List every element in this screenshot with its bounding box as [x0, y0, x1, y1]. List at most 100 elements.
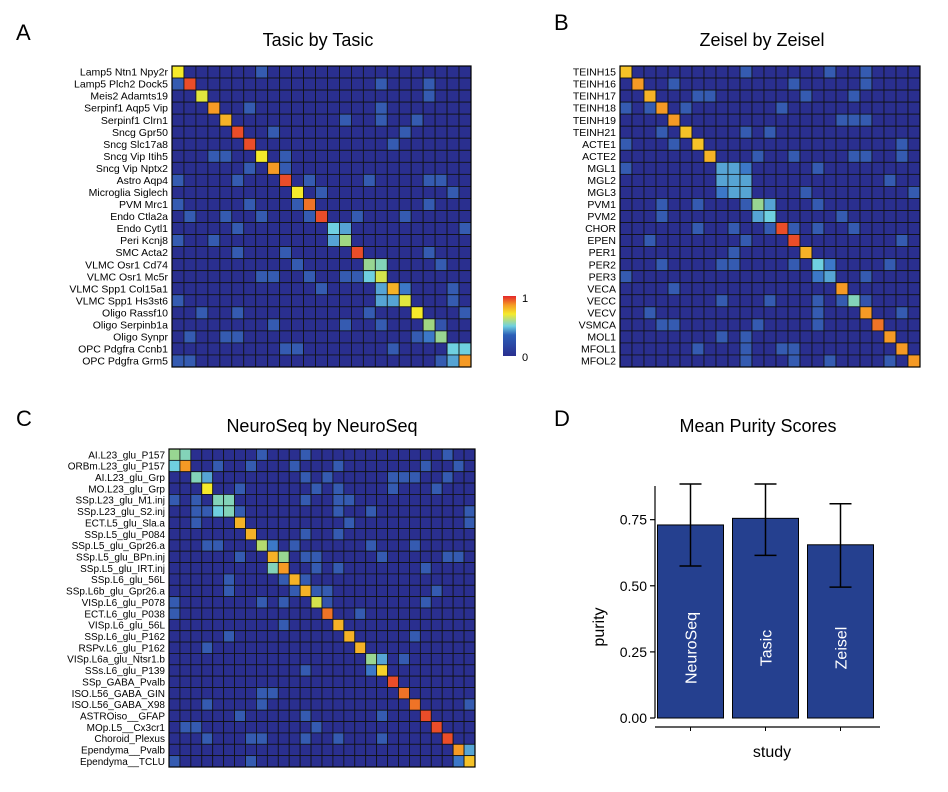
- zeisel-heatmap-cell: [703, 185, 717, 199]
- zeisel-heatmap-cell: [895, 198, 909, 211]
- neuroseq-heatmap-cell: [452, 596, 465, 609]
- tasic-heatmap-cell: [350, 149, 364, 163]
- neuroseq-heatmap-cell: [212, 743, 225, 757]
- neuroseq-heatmap-cell: [365, 516, 378, 529]
- tasic-heatmap-cell: [207, 173, 221, 187]
- tasic-heatmap-cell: [291, 330, 304, 344]
- zeisel-heatmap-cell: [775, 258, 789, 272]
- zeisel-heatmap-cell: [811, 282, 825, 296]
- zeisel-heatmap-cell: [631, 330, 645, 344]
- neuroseq-heatmap-cell: [430, 505, 443, 518]
- zeisel-heatmap-cell: [799, 330, 813, 344]
- zeisel-heatmap-cell: [823, 234, 837, 247]
- neuroseq-heatmap-row-label: SSs.L6_glu_P139: [85, 666, 166, 677]
- neuroseq-heatmap-cell: [288, 482, 301, 495]
- tasic-heatmap-cell: [362, 125, 376, 139]
- zeisel-heatmap-cell: [907, 65, 921, 79]
- neuroseq-heatmap-cell: [398, 709, 410, 722]
- tasic-heatmap-cell: [410, 258, 424, 272]
- zeisel-heatmap-cell: [631, 282, 645, 296]
- zeisel-heatmap-cell: [619, 65, 633, 79]
- zeisel-heatmap-cell: [619, 185, 633, 199]
- neuroseq-heatmap-cell: [354, 459, 367, 473]
- neuroseq-heatmap-cell: [365, 494, 378, 507]
- tasic-heatmap-cell: [279, 125, 293, 139]
- zeisel-heatmap-cell: [799, 89, 813, 103]
- tasic-heatmap-cell: [362, 282, 376, 296]
- zeisel-heatmap-cell: [643, 330, 657, 344]
- zeisel-heatmap-cell: [883, 185, 897, 199]
- tasic-heatmap-cell: [374, 77, 388, 91]
- neuroseq-heatmap-cell: [168, 459, 181, 473]
- neuroseq-heatmap-cell: [430, 550, 443, 563]
- neuroseq-heatmap-cell: [332, 539, 345, 552]
- neuroseq-heatmap-cell: [365, 573, 378, 586]
- neuroseq-heatmap-cell: [288, 562, 301, 575]
- zeisel-heatmap-cell: [859, 173, 873, 187]
- zeisel-heatmap-cell: [667, 282, 681, 296]
- tasic-heatmap-cell: [219, 173, 233, 187]
- zeisel-heatmap-cell: [739, 77, 753, 91]
- zeisel-heatmap-cell: [703, 246, 717, 260]
- zeisel-heatmap-cell: [643, 65, 657, 79]
- tasic-heatmap-cell: [458, 318, 472, 332]
- tasic-heatmap-cell: [183, 101, 197, 115]
- tasic-heatmap-cell: [339, 246, 352, 260]
- neuroseq-heatmap-cell: [190, 539, 203, 552]
- zeisel-heatmap-cell: [859, 125, 873, 139]
- zeisel-heatmap-cell: [619, 318, 633, 332]
- zeisel-heatmap-cell: [751, 89, 765, 103]
- neuroseq-heatmap-cell: [343, 675, 356, 688]
- zeisel-heatmap-cell: [859, 77, 873, 91]
- neuroseq-heatmap-cell: [343, 721, 356, 734]
- tasic-heatmap-cell: [386, 270, 400, 284]
- neuroseq-heatmap-cell: [179, 664, 192, 677]
- zeisel-heatmap-cell: [619, 101, 633, 115]
- zeisel-heatmap-cell: [763, 294, 777, 308]
- neuroseq-heatmap-cell: [376, 573, 388, 586]
- tasic-heatmap-cell: [398, 246, 412, 260]
- tasic-heatmap-cell: [195, 330, 209, 344]
- tasic-heatmap-cell: [231, 77, 245, 91]
- neuroseq-heatmap-row-label: ORBm.L23_glu_P157: [68, 462, 166, 473]
- zeisel-heatmap-cell: [619, 77, 633, 91]
- tasic-heatmap-cell: [386, 89, 400, 103]
- zeisel-heatmap-cell: [763, 258, 777, 272]
- tasic-heatmap-cell: [171, 101, 185, 115]
- neuroseq-heatmap-cell: [212, 618, 225, 632]
- tasic-heatmap-cell: [219, 77, 233, 91]
- zeisel-heatmap-cell: [619, 270, 633, 284]
- tasic-heatmap-cell: [327, 342, 340, 356]
- neuroseq-heatmap-cell: [452, 482, 465, 495]
- tasic-heatmap-cell: [255, 330, 269, 344]
- neuroseq-heatmap-cell: [277, 675, 290, 688]
- zeisel-heatmap-cell: [847, 77, 861, 91]
- zeisel-heatmap-cell: [907, 342, 921, 356]
- neuroseq-heatmap-cell: [332, 721, 345, 734]
- neuroseq-heatmap-cell: [168, 471, 181, 484]
- neuroseq-heatmap-cell: [409, 630, 421, 643]
- neuroseq-heatmap-cell: [212, 539, 225, 552]
- neuroseq-heatmap-cell: [441, 550, 454, 563]
- zeisel-heatmap-cell: [859, 354, 873, 368]
- tasic-heatmap-cell: [339, 65, 352, 79]
- neuroseq-heatmap-cell: [223, 528, 235, 541]
- tasic-heatmap-cell: [339, 222, 352, 235]
- neuroseq-heatmap-cell: [299, 562, 312, 575]
- zeisel-heatmap-cell: [739, 270, 753, 284]
- zeisel-heatmap-cell: [619, 173, 633, 187]
- zeisel-heatmap-cell: [727, 342, 741, 356]
- neuroseq-heatmap-cell: [201, 698, 214, 711]
- zeisel-heatmap-cell: [859, 65, 873, 79]
- zeisel-heatmap-cell: [835, 137, 849, 151]
- neuroseq-heatmap-cell: [321, 550, 334, 563]
- neuroseq-heatmap-cell: [409, 459, 421, 473]
- neuroseq-heatmap-cell: [343, 755, 356, 768]
- neuroseq-heatmap-cell: [441, 675, 454, 688]
- zeisel-heatmap-cell: [691, 125, 705, 139]
- zeisel-heatmap-cell: [907, 258, 921, 272]
- neuroseq-heatmap-cell: [343, 596, 356, 609]
- tasic-heatmap-cell: [231, 318, 245, 332]
- zeisel-heatmap-cell: [679, 65, 693, 79]
- tasic-heatmap-cell: [327, 270, 340, 284]
